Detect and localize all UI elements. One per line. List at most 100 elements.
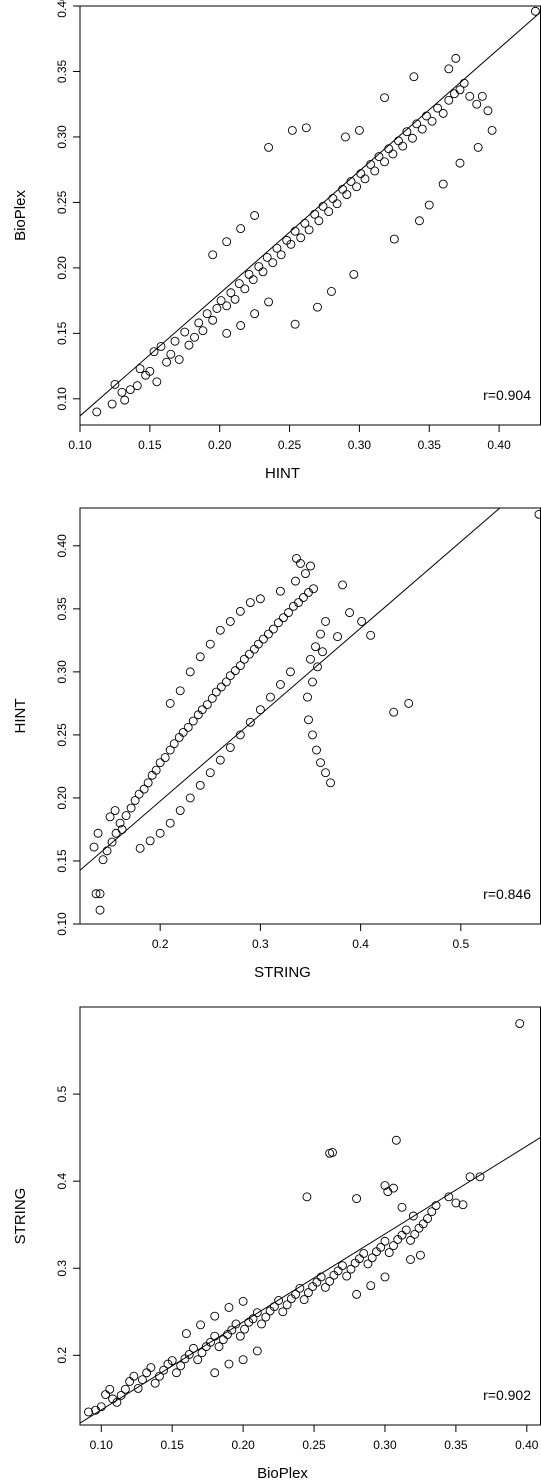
data-point	[487, 125, 497, 135]
data-point	[366, 630, 376, 640]
data-point	[309, 584, 318, 594]
data-point	[286, 1294, 296, 1304]
data-point	[185, 793, 195, 803]
data-point	[197, 1348, 207, 1358]
data-point	[125, 1377, 135, 1386]
data-point	[333, 632, 343, 642]
data-point	[370, 166, 380, 176]
data-point	[410, 1229, 420, 1239]
data-point	[393, 1235, 403, 1244]
data-point	[290, 319, 300, 329]
data-point	[175, 806, 185, 815]
x-tick-label: 0.10	[68, 438, 92, 452]
data-point	[380, 93, 389, 103]
data-point	[394, 136, 403, 146]
data-point	[290, 226, 300, 236]
data-point	[107, 399, 117, 409]
data-point	[198, 326, 208, 336]
data-point	[275, 680, 285, 689]
y-tick-label: 0.15	[55, 849, 69, 873]
data-point	[208, 315, 218, 325]
x-tick-label: 0.25	[278, 438, 302, 452]
data-point	[345, 608, 355, 618]
y-tick-label: 0.10	[55, 387, 69, 411]
data-point	[455, 85, 465, 95]
data-point	[212, 304, 222, 313]
data-point	[211, 687, 221, 697]
data-point	[380, 1181, 390, 1190]
data-point	[308, 677, 317, 687]
data-point	[96, 1402, 106, 1412]
data-point	[254, 262, 264, 272]
data-point	[278, 613, 288, 623]
fit-line	[80, 11, 541, 417]
data-point	[160, 753, 170, 763]
data-point	[342, 1271, 352, 1281]
y-tick-label: 0.25	[55, 723, 69, 747]
data-point	[162, 357, 172, 367]
data-point	[92, 407, 102, 417]
data-point	[134, 789, 144, 799]
x-tick-label: 0.3	[252, 937, 269, 951]
data-point	[110, 379, 120, 389]
data-point	[287, 125, 297, 135]
data-point	[224, 1302, 234, 1312]
chart-panel-3: 0.10 0.15 0.20 0.25 0.30 0.35 0.40 0.2 0.3 0.4 0.5…	[12, 1006, 541, 1482]
y-tick-label: 0.10	[55, 912, 69, 936]
data-point	[207, 693, 217, 703]
y-tick-label: 0.20	[55, 786, 69, 810]
data-point	[408, 133, 417, 143]
y-axis-title: STRING	[12, 1188, 29, 1245]
data-point	[193, 710, 203, 720]
data-point	[380, 1272, 390, 1282]
data-point	[414, 1223, 424, 1233]
data-point	[415, 216, 424, 226]
data-point	[316, 1272, 326, 1282]
x-tick-label: 0.30	[373, 1438, 397, 1452]
data-point	[84, 1407, 93, 1417]
data-point	[296, 559, 305, 568]
data-point	[534, 509, 541, 519]
data-point	[91, 889, 101, 899]
x-tick-label: 0.35	[444, 1438, 468, 1452]
data-point	[346, 1264, 356, 1274]
data-point	[274, 1296, 284, 1305]
plot-frame	[79, 1006, 541, 1426]
y-tick-label: 0.15	[55, 321, 69, 345]
data-point	[155, 758, 165, 768]
data-point	[276, 250, 286, 260]
data-point	[391, 1135, 401, 1145]
data-point	[278, 1307, 288, 1317]
data-point	[374, 152, 384, 162]
data-point	[235, 661, 245, 671]
data-point	[299, 1295, 309, 1305]
data-point	[384, 1248, 394, 1258]
data-point	[145, 366, 155, 376]
data-point	[202, 700, 212, 710]
y-tick-label: 0.40	[55, 0, 69, 18]
data-point	[236, 321, 246, 330]
data-point	[291, 1289, 301, 1299]
data-point	[190, 332, 200, 342]
data-point	[397, 1202, 407, 1212]
data-point	[332, 199, 342, 209]
data-point	[389, 1241, 398, 1251]
data-point	[477, 91, 487, 101]
data-point	[427, 116, 437, 126]
x-tick-label: 0.5	[452, 937, 469, 951]
y-tick-label: 0.30	[55, 660, 69, 684]
data-point	[165, 698, 175, 708]
data-point	[389, 234, 399, 244]
data-point	[354, 125, 364, 135]
y-axis-title: BioPlex	[12, 190, 29, 241]
data-point	[418, 1219, 428, 1229]
data-point	[248, 275, 258, 285]
data-point	[444, 64, 454, 74]
data-point	[326, 778, 335, 788]
data-point	[252, 1308, 262, 1318]
data-point	[389, 707, 399, 717]
data-point	[408, 1211, 418, 1221]
x-tick-label: 0.15	[138, 438, 162, 452]
data-point	[196, 1320, 206, 1330]
